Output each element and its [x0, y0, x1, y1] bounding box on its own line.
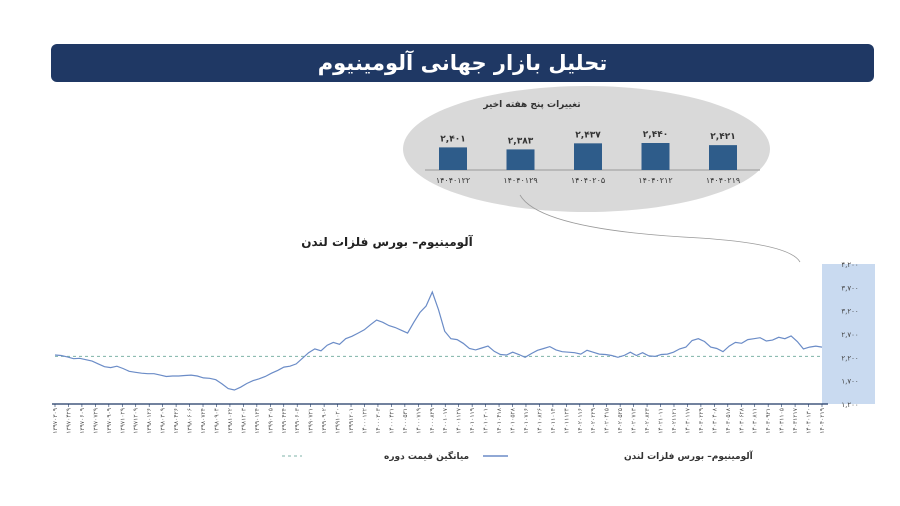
x-tick-label: ۱۴۰۳۰۶۲۸ — [738, 407, 745, 434]
x-tick-label: ۱۴۰۲۰۸۲۳ — [644, 407, 651, 434]
x-tick-label: ۱۴۰۰۰۸۲۹ — [429, 408, 436, 434]
x-tick-label: ۱۴۰۰۱۰۱۷ — [442, 407, 449, 434]
x-tick-label: ۱۴۰۲۱۰۱۱ — [658, 408, 665, 434]
mini-bar-label: ۱۴۰۴۰۲۰۵ — [571, 176, 605, 185]
y-tick-label: ۲,۲۰۰ — [841, 354, 858, 362]
x-tick-label: ۱۴۰۰۰۷۱۹ — [415, 408, 422, 434]
x-tick-label: ۱۴۰۱۰۷۱۶ — [523, 408, 530, 434]
y-tick-label: ۲,۷۰۰ — [841, 331, 858, 339]
mini-bar — [439, 147, 467, 170]
x-tick-label: ۱۳۹۹۰۷۲۱ — [308, 408, 315, 434]
x-tick-label: ۱۴۰۱۱۰۱۴ — [550, 408, 557, 434]
x-tick-label: ۱۳۹۸۰۳۰۹ — [160, 408, 167, 434]
x-tick-label: ۱۳۹۹۰۹۰۲ — [321, 408, 328, 434]
x-tick-label: ۱۴۰۳۰۱۱۷ — [684, 407, 691, 434]
mini-bar-label: ۱۴۰۴۰۲۱۹ — [706, 176, 740, 185]
mini-bar-value: ۲,۴۲۱ — [710, 132, 735, 142]
mini-bar-label: ۱۴۰۴۰۲۱۲ — [638, 176, 672, 185]
y-tick-label: ۱,۷۰۰ — [841, 378, 858, 386]
x-tick-label: ۱۴۰۱۰۸۲۶ — [536, 408, 543, 434]
y-tick-label: ۳,۲۰۰ — [841, 308, 858, 316]
x-tick-label: ۱۴۰۲۰۴۱۵ — [604, 408, 611, 434]
legend-average-label: میانگین قیمت دوره — [384, 450, 469, 462]
mini-bar — [574, 143, 602, 170]
legend-series-label: آلومینیوم– بورس فلزات لندن — [624, 450, 754, 462]
mini-bar — [641, 143, 670, 170]
latest-highlight-band — [822, 264, 875, 404]
x-tick-label: ۱۴۰۱۱۱۲۴ — [563, 408, 570, 434]
x-tick-label: ۱۴۰۰۰۱۲۲ — [361, 408, 368, 434]
y-tick-label: ۴,۲۰۰ — [841, 261, 858, 269]
x-tick-label: ۱۳۹۷۰۷۲۹ — [92, 408, 99, 434]
x-tick-label: ۱۴۰۴۰۲۱۹ — [819, 408, 826, 434]
aluminium-price-line — [54, 290, 823, 391]
x-tick-label: ۱۳۹۸۱۲۰۳ — [240, 407, 247, 434]
x-tick-label: ۱۳۹۸۰۷۲۴ — [200, 408, 207, 434]
x-tick-label: ۱۴۰۰۰۳۰۳ — [375, 407, 382, 434]
x-tick-label: ۱۴۰۳۰۸۱۱ — [752, 408, 759, 434]
x-tick-label: ۱۴۰۱۰۳۰۱ — [483, 408, 490, 434]
x-tick-label: ۱۴۰۳۰۴۰۸ — [711, 407, 718, 434]
x-tick-label: ۱۴۰۰۱۱۲۷ — [456, 407, 463, 434]
mini-bar — [506, 149, 535, 170]
x-tick-label: ۱۴۰۱۰۵۲۸ — [510, 407, 517, 434]
x-tick-label: ۱۳۹۷۱۲۰۹ — [133, 408, 140, 434]
x-tick-label: ۱۳۹۸۰۱۲۶ — [146, 408, 153, 434]
mini-bar-label: ۱۴۰۴۰۱۲۹ — [503, 176, 537, 185]
x-tick-label: ۱۴۰۳۱۱۰۵ — [779, 408, 786, 434]
mini-bar-value: ۲,۳۸۳ — [508, 136, 534, 146]
x-tick-label: ۱۳۹۹۱۰۲۰ — [335, 408, 342, 434]
x-tick-label: ۱۴۰۳۱۲۱۷ — [792, 407, 799, 434]
x-tick-label: ۱۳۹۹۰۴۲۴ — [281, 408, 288, 434]
x-tick-label: ۱۳۹۷۰۶۰۹ — [79, 408, 86, 434]
x-tick-label: ۱۳۹۸۰۹۰۴ — [213, 408, 220, 434]
mini-chart-title: تغییرات پنج هفته اخیر — [482, 100, 580, 110]
connector-arrow — [519, 194, 801, 263]
x-tick-label: ۱۳۹۸۰۴۲۶ — [173, 408, 180, 434]
x-tick-label: ۱۳۹۷۱۰۲۹ — [119, 408, 126, 434]
x-tick-label: ۱۴۰۳۰۲۲۹ — [698, 408, 705, 434]
x-tick-label: ۱۴۰۲۰۷۱۳ — [631, 407, 638, 434]
x-tick-label: ۱۴۰۲۰۲۲۹ — [590, 408, 597, 434]
x-tick-label: ۱۳۹۹۰۶۰۳ — [294, 407, 301, 434]
y-tick-label: ۳,۷۰۰ — [841, 284, 858, 292]
x-tick-label: ۱۳۹۹۰۱۲۴ — [254, 408, 261, 434]
x-tick-label: ۱۴۰۴۰۱۳۰ — [806, 408, 813, 434]
page-title: تحلیل بازار جهانی آلومینیوم — [317, 51, 608, 75]
x-tick-label: ۱۴۰۱۰۴۱۸ — [496, 407, 503, 434]
x-tick-label: ۱۳۹۸۱۰۲۲ — [227, 408, 234, 434]
y-tick-label: ۱,۲۰۰ — [841, 401, 858, 409]
x-tick-label: ۱۴۰۳۰۹۲۱ — [765, 408, 772, 434]
mini-bar — [709, 145, 737, 170]
x-tick-label: ۱۳۹۹۱۲۰۱ — [348, 408, 355, 434]
x-tick-label: ۱۴۰۱۰۱۱۹ — [469, 408, 476, 434]
title-banner: تحلیل بازار جهانی آلومینیوم — [51, 44, 874, 82]
x-tick-label: ۱۴۰۲۰۱۱۶ — [577, 408, 584, 434]
x-tick-label: ۱۴۰۳۰۵۱۸ — [725, 407, 732, 434]
x-tick-label: ۱۴۰۰۰۴۲۱ — [388, 408, 395, 434]
x-tick-label: ۱۳۹۸۰۶۰۶ — [187, 408, 194, 434]
mini-bar-label: ۱۴۰۴۰۱۲۲ — [436, 176, 470, 185]
x-tick-label: ۱۴۰۲۱۱۲۱ — [671, 408, 678, 434]
mini-bar-value: ۲,۴۳۷ — [575, 130, 601, 140]
mini-bar-value: ۲,۴۰۱ — [440, 134, 465, 144]
x-tick-label: ۱۴۰۲۰۵۲۵ — [617, 408, 624, 434]
x-tick-label: ۱۳۹۷۰۹۰۹ — [106, 408, 113, 434]
x-tick-label: ۱۴۰۰۰۵۳۱ — [402, 408, 409, 434]
x-tick-label: ۱۳۹۹۰۳۰۵ — [267, 408, 274, 434]
main-chart-title: آلومینیوم– بورس فلزات لندن — [301, 234, 473, 250]
x-tick-label: ۱۳۹۷۰۴۲۹ — [65, 408, 72, 434]
x-tick-label: ۱۳۹۷۰۳۰۹ — [52, 408, 59, 434]
mini-bar-value: ۲,۴۴۰ — [643, 130, 668, 140]
